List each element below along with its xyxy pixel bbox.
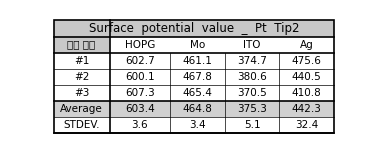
Text: 464.8: 464.8: [182, 104, 213, 114]
Text: Surface  potential  value  _  Pt  Tip2: Surface potential value _ Pt Tip2: [88, 22, 299, 35]
Bar: [279, 37, 334, 53]
Text: 475.6: 475.6: [292, 56, 322, 66]
Bar: [225, 101, 279, 117]
Text: 607.3: 607.3: [125, 88, 155, 98]
Text: 461.1: 461.1: [182, 56, 213, 66]
Text: Mo: Mo: [190, 40, 205, 50]
Text: Ag: Ag: [300, 40, 314, 50]
Bar: [53, 37, 110, 53]
Text: 375.3: 375.3: [237, 104, 267, 114]
Text: 600.1: 600.1: [125, 72, 155, 82]
Text: 410.8: 410.8: [292, 88, 322, 98]
Bar: [110, 69, 170, 85]
Bar: [53, 20, 334, 37]
Bar: [279, 101, 334, 117]
Text: 380.6: 380.6: [237, 72, 267, 82]
Bar: [53, 85, 110, 101]
Text: #2: #2: [74, 72, 89, 82]
Bar: [225, 117, 279, 133]
Bar: [279, 85, 334, 101]
Text: 440.5: 440.5: [292, 72, 322, 82]
Bar: [170, 117, 225, 133]
Text: Average: Average: [60, 104, 103, 114]
Text: STDEV.: STDEV.: [63, 120, 100, 130]
Text: 374.7: 374.7: [237, 56, 267, 66]
Text: 5.1: 5.1: [244, 120, 261, 130]
Text: HOPG: HOPG: [125, 40, 155, 50]
Text: 32.4: 32.4: [295, 120, 319, 130]
Bar: [170, 101, 225, 117]
Bar: [279, 53, 334, 69]
Bar: [53, 53, 110, 69]
Text: 465.4: 465.4: [182, 88, 213, 98]
Bar: [110, 117, 170, 133]
Text: #1: #1: [74, 56, 89, 66]
Bar: [110, 53, 170, 69]
Bar: [170, 53, 225, 69]
Text: 602.7: 602.7: [125, 56, 155, 66]
Text: #3: #3: [74, 88, 89, 98]
Bar: [225, 85, 279, 101]
Text: 측정 위치: 측정 위치: [67, 40, 96, 50]
Bar: [170, 37, 225, 53]
Bar: [53, 117, 110, 133]
Text: 370.5: 370.5: [237, 88, 267, 98]
Text: 3.6: 3.6: [131, 120, 148, 130]
Bar: [225, 37, 279, 53]
Bar: [279, 117, 334, 133]
Bar: [110, 101, 170, 117]
Bar: [53, 101, 110, 117]
Bar: [110, 37, 170, 53]
Bar: [170, 85, 225, 101]
Bar: [225, 69, 279, 85]
Text: 442.3: 442.3: [292, 104, 322, 114]
Text: 603.4: 603.4: [125, 104, 155, 114]
Text: ITO: ITO: [243, 40, 261, 50]
Bar: [53, 69, 110, 85]
Text: 467.8: 467.8: [182, 72, 213, 82]
Bar: [225, 53, 279, 69]
Bar: [110, 85, 170, 101]
Text: 3.4: 3.4: [189, 120, 206, 130]
Bar: [279, 69, 334, 85]
Bar: [170, 69, 225, 85]
